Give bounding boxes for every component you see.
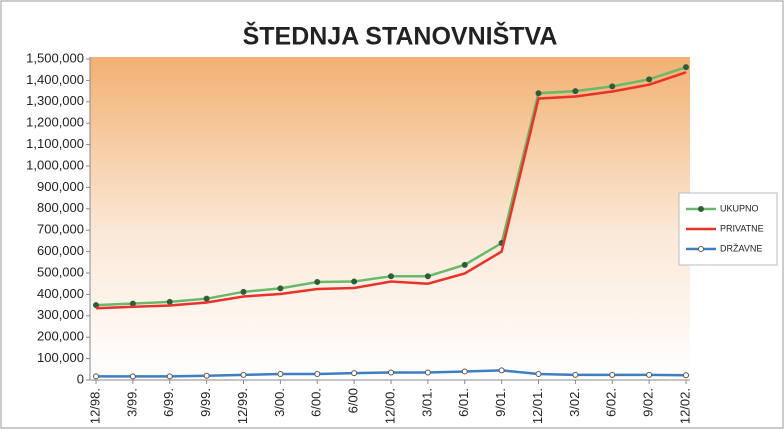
x-tick-label: 9/99. bbox=[198, 388, 213, 417]
y-tick-label: 1,300,000 bbox=[26, 93, 84, 108]
x-tick-label: 12/00. bbox=[382, 388, 397, 424]
y-tick-label: 800,000 bbox=[37, 200, 84, 215]
point bbox=[277, 285, 284, 292]
point bbox=[351, 278, 358, 285]
point bbox=[461, 261, 468, 268]
point bbox=[646, 76, 653, 83]
point bbox=[93, 302, 99, 309]
y-tick-label: 600,000 bbox=[37, 243, 84, 258]
point bbox=[498, 367, 505, 374]
point bbox=[461, 368, 468, 375]
x-tick-label: 12/99. bbox=[235, 388, 250, 424]
x-tick-label: 3/02. bbox=[567, 388, 582, 417]
point bbox=[203, 295, 210, 302]
legend-label: DRŽAVNE bbox=[720, 243, 762, 253]
point bbox=[277, 371, 284, 378]
point bbox=[388, 369, 394, 376]
point bbox=[683, 372, 689, 379]
x-tick-label: 3/00. bbox=[272, 388, 287, 417]
y-tick-label: 1,500,000 bbox=[26, 50, 84, 65]
y-tick-label: 500,000 bbox=[37, 264, 84, 279]
x-tick-label: 6/01. bbox=[456, 388, 471, 417]
x-tick-label: 6/00. bbox=[309, 388, 324, 417]
x-tick-label: 12/01. bbox=[530, 388, 545, 424]
point bbox=[424, 273, 431, 280]
legend-label: UKUPNO bbox=[720, 203, 759, 213]
point bbox=[572, 88, 579, 95]
point bbox=[535, 371, 542, 378]
legend-label: PRIVATNE bbox=[720, 223, 764, 233]
point bbox=[203, 372, 210, 379]
point bbox=[646, 371, 653, 378]
y-tick-label: 700,000 bbox=[37, 222, 84, 237]
x-tick-label: 6/02. bbox=[604, 388, 619, 417]
point bbox=[240, 371, 247, 378]
point bbox=[388, 273, 394, 280]
point bbox=[351, 370, 358, 377]
point bbox=[314, 278, 321, 285]
point bbox=[166, 373, 173, 380]
y-tick-label: 1,100,000 bbox=[26, 136, 84, 151]
y-tick-label: 100,000 bbox=[37, 350, 84, 365]
y-tick-label: 200,000 bbox=[37, 329, 84, 344]
x-tick-label: 3/01. bbox=[419, 388, 434, 417]
y-tick-label: 1,400,000 bbox=[26, 72, 84, 87]
point bbox=[535, 90, 542, 97]
x-tick-label: 3/99. bbox=[124, 388, 139, 417]
point bbox=[609, 371, 616, 378]
plot-area bbox=[90, 57, 690, 380]
legend-marker bbox=[698, 246, 704, 252]
point bbox=[424, 369, 431, 376]
x-tick-label: 12/02. bbox=[677, 388, 692, 424]
point bbox=[240, 288, 247, 295]
y-tick-label: 900,000 bbox=[37, 179, 84, 194]
x-tick-label: 6/99. bbox=[161, 388, 176, 417]
x-tick-label: 12/98. bbox=[87, 388, 102, 424]
y-tick-label: 300,000 bbox=[37, 307, 84, 322]
x-tick-label: 6/00 bbox=[346, 388, 361, 413]
point bbox=[166, 298, 173, 305]
line-series bbox=[95, 71, 687, 310]
x-tick-label: 9/02. bbox=[641, 388, 656, 417]
point bbox=[314, 371, 321, 378]
y-tick-label: 400,000 bbox=[37, 286, 84, 301]
point bbox=[129, 300, 136, 307]
point bbox=[683, 64, 689, 71]
y-tick-label: 1,000,000 bbox=[26, 157, 84, 172]
legend-marker bbox=[698, 206, 704, 212]
point bbox=[129, 373, 136, 380]
chart-title: ŠTEDNJA STANOVNIŠTVA bbox=[243, 21, 558, 51]
y-tick-label: 0 bbox=[77, 371, 84, 386]
x-tick-label: 9/01. bbox=[493, 388, 508, 417]
y-tick-label: 1,200,000 bbox=[26, 115, 84, 130]
point bbox=[93, 373, 99, 380]
point bbox=[572, 371, 579, 378]
point bbox=[609, 83, 616, 90]
